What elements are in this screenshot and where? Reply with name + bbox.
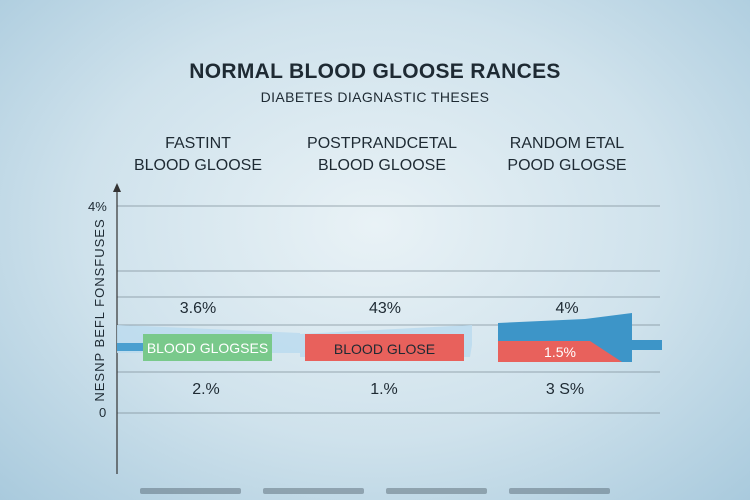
upper-label-postprandial: 43% (368, 300, 402, 317)
category-header-line: POOD GLOGSE (507, 157, 627, 174)
range-band-strip (117, 343, 147, 351)
bar-postprandial (305, 334, 464, 361)
upper-label-random: 4% (555, 300, 579, 317)
chart-subtitle: DIABETES DIAGNASTIC THESES (260, 89, 490, 105)
blurred-footer-text (140, 488, 610, 498)
category-header-random: RANDOM ETAL POOD GLOGSE (457, 133, 677, 177)
category-header-postprandial: POSTPRANDCETAL BLOOD GLOOSE (272, 133, 492, 177)
chart-title: NORMAL BLOOD GLOOSE RANCES (189, 60, 561, 83)
category-header-line: FASTINT (165, 135, 231, 152)
bar-fasting (143, 334, 272, 361)
lower-label-postprandial: 1.% (370, 381, 398, 398)
blur-segment (140, 488, 241, 494)
lower-label-fasting: 2.% (192, 381, 220, 398)
category-header-line: BLOOD GLOOSE (133, 157, 263, 174)
blur-segment (386, 488, 487, 494)
blur-segment (509, 488, 610, 494)
gridlines (117, 205, 660, 414)
category-header-line: BLOOD GLOOSE (317, 157, 447, 174)
bar-random (498, 341, 622, 362)
bar-label-postprandial: BLOOD GLOSE (333, 341, 436, 357)
blur-segment (263, 488, 364, 494)
y-tick-label: 0 (99, 405, 107, 420)
upper-label-fasting: 3.6% (179, 300, 217, 317)
y-tick-label: 4% (88, 199, 107, 214)
y-axis-label: NESNP BEFL FONSFUSES (92, 218, 107, 402)
category-header-fasting: FASTINT BLOOD GLOOSE (88, 133, 308, 177)
y-axis-arrow (113, 183, 121, 192)
bar-label-fasting: BLOOD GLOGSES (146, 340, 269, 356)
category-header-line: RANDOM ETAL (509, 135, 625, 152)
bar-label-random: 1.5% (544, 344, 576, 360)
category-header-line: POSTPRANDCETAL (307, 135, 457, 152)
lower-label-random: 3 S% (545, 381, 585, 398)
